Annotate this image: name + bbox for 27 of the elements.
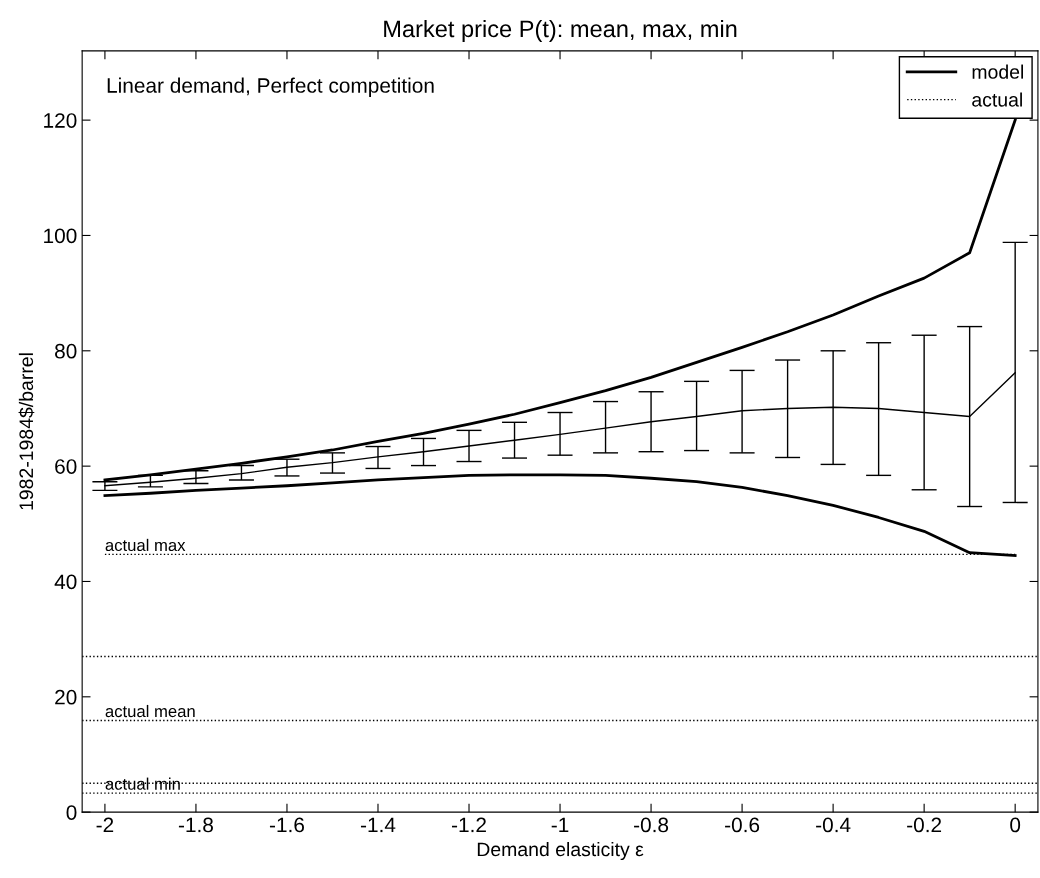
x-tick-label: -0.8 [634, 817, 669, 833]
x-tick-label: -2 [96, 817, 114, 833]
x-tick-label: -1 [551, 817, 569, 833]
x-axis-title: Demand elasticity ε [477, 841, 644, 861]
x-tick-label: 0 [1010, 817, 1021, 833]
y-tick-label: 60 [55, 459, 77, 474]
ref-line-label: actual mean [105, 704, 195, 718]
ref-line-label: actual min [105, 777, 180, 790]
y-axis-title: 1982-1984$/barrel [18, 353, 35, 510]
x-tick-label: -1.8 [178, 817, 213, 833]
y-tick-label: 100 [44, 228, 77, 244]
y-tick-label: 120 [44, 113, 77, 128]
y-tick-label: 40 [54, 574, 77, 590]
legend-label: model [972, 64, 1024, 79]
y-tick-label: 20 [55, 689, 77, 705]
x-tick-label: -1.6 [269, 817, 304, 833]
annotation: actual max [105, 538, 186, 552]
y-tick-label: 80 [55, 343, 77, 359]
x-tick-label: -1.4 [360, 817, 396, 833]
chart-title: Market price P(t): mean, max, min [384, 19, 737, 42]
annotation: Linear demand, Perfect competition [107, 77, 434, 97]
y-tick-label: 0 [66, 805, 77, 820]
x-tick-label: -1.2 [451, 817, 486, 833]
x-tick-label: -0.6 [725, 817, 760, 833]
x-tick-label: -0.4 [816, 817, 851, 833]
x-tick-label: -0.2 [907, 817, 942, 833]
legend-label: actual [972, 92, 1022, 107]
